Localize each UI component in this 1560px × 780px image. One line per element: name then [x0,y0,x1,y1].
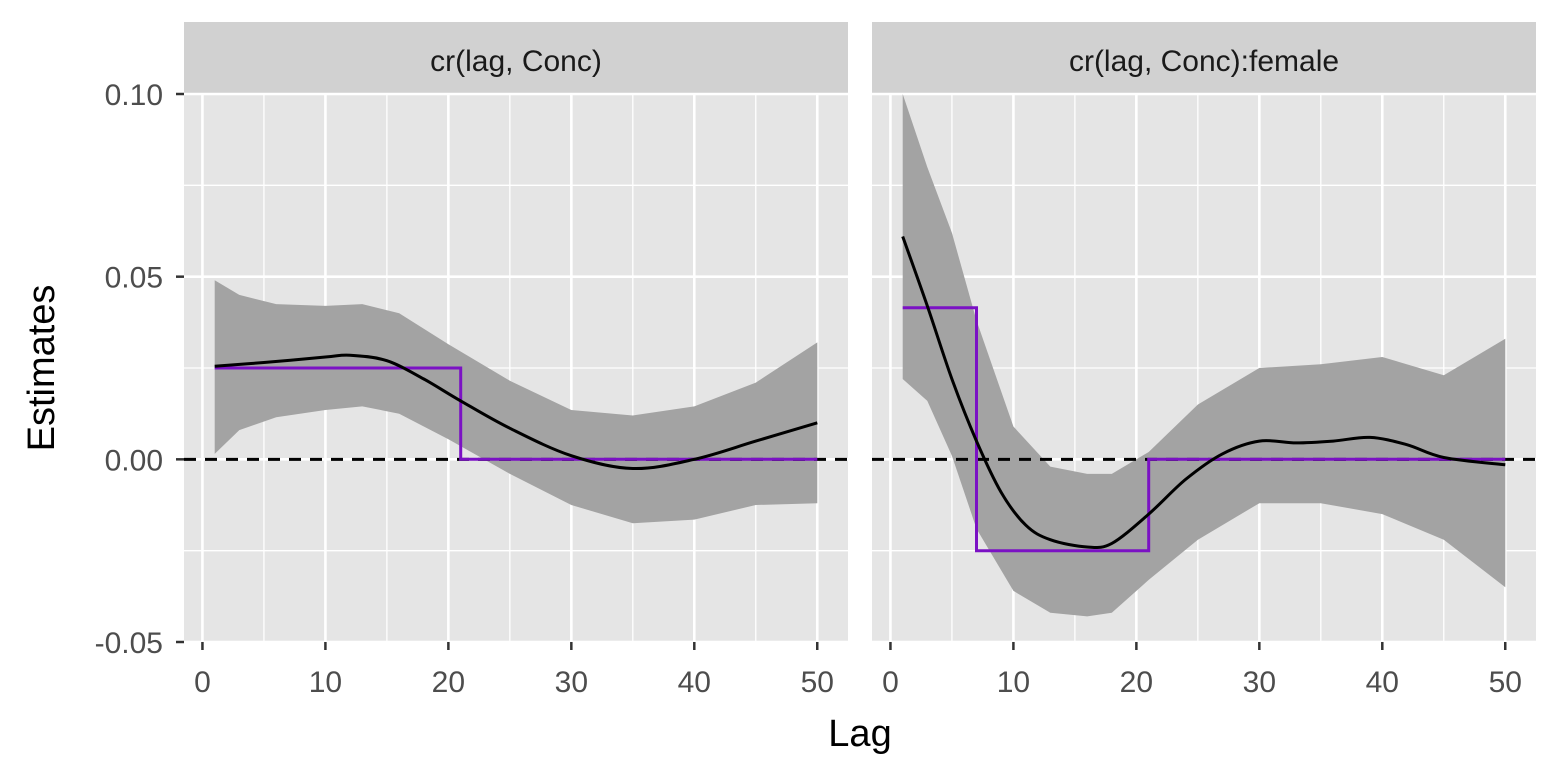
y-tick-label: 0.05 [105,262,163,295]
x-tick-label: 0 [882,666,899,699]
confidence-ribbon [214,280,818,524]
y-tick-label: 0.00 [105,444,163,477]
x-tick-label: 10 [997,666,1030,699]
smooth-estimate-line [214,353,818,471]
x-tick-label: 50 [1489,666,1522,699]
x-tick-label: 20 [1120,666,1153,699]
x-tick-label: 50 [801,666,834,699]
y-tick-label: -0.05 [95,627,163,660]
x-tick-label: 40 [678,666,711,699]
facet-strip [872,22,1536,94]
facet-strip-label: cr(lag, Conc) [430,45,602,78]
x-tick-label: 40 [1366,666,1399,699]
x-tick-label: 10 [309,666,342,699]
facet-strip-label: cr(lag, Conc):female [1069,45,1339,78]
y-tick-label: 0.10 [105,79,163,112]
x-tick-label: 0 [194,666,211,699]
facet-panel-1: cr(lag, Conc) 0 10 20 30 40 50 [184,22,848,699]
x-tick-label: 20 [432,666,465,699]
y-axis: -0.05 0.00 0.05 0.10 [95,79,184,660]
confidence-ribbon [902,94,1506,617]
facet-panel-2: cr(lag, Conc):female 0 10 20 30 40 50 [872,22,1536,699]
y-axis-title: Estimates [21,285,63,452]
smooth-estimate-line [901,235,1506,550]
facet-strip [184,22,848,94]
step-estimate-line [214,366,818,461]
step-estimate-line [902,306,1506,553]
x-axis-title: Lag [828,713,891,755]
x-tick-label: 30 [555,666,588,699]
x-tick-label: 30 [1243,666,1276,699]
